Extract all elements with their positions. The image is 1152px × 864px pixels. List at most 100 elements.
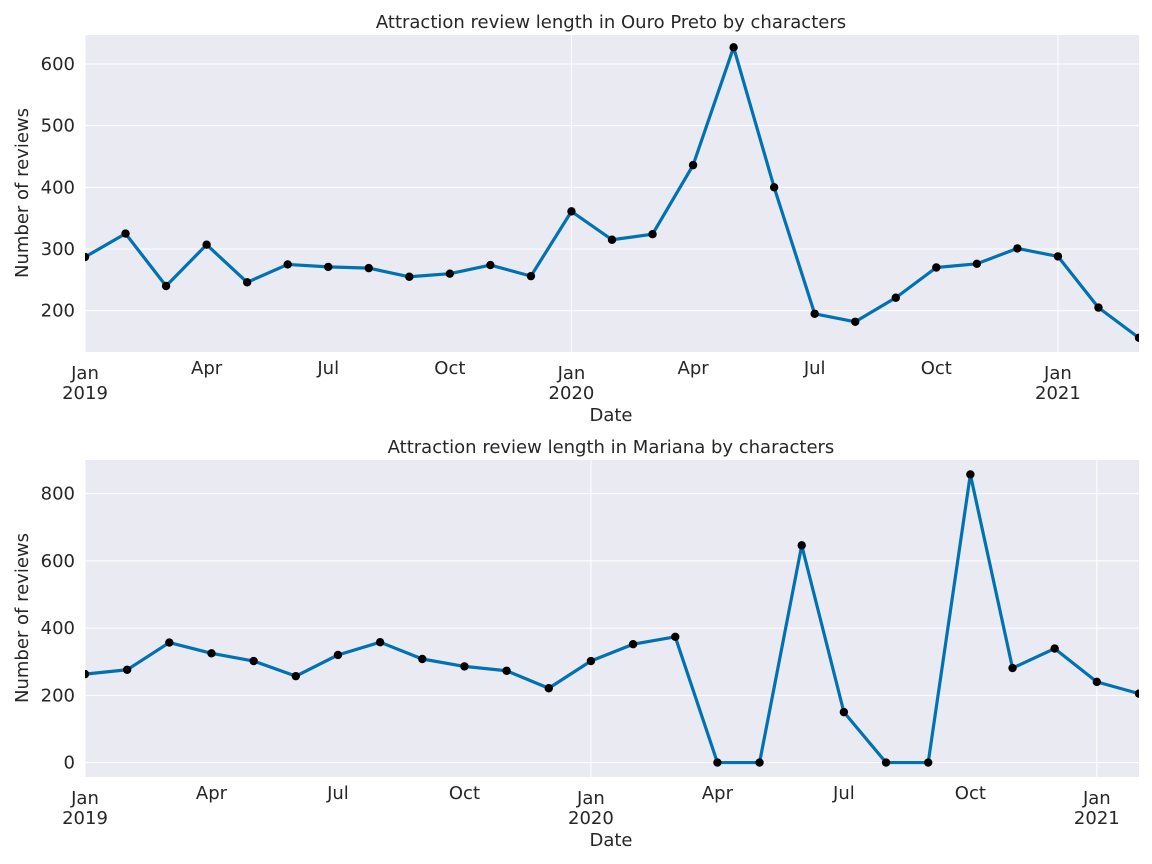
data-point bbox=[405, 272, 414, 281]
x-tick-label: Oct bbox=[434, 358, 465, 379]
data-point bbox=[418, 654, 427, 664]
x-tick-label: Apr bbox=[196, 783, 228, 804]
data-point bbox=[713, 758, 722, 767]
x-tick-label: Jul bbox=[803, 358, 826, 379]
x-tick-label: Jan bbox=[1043, 363, 1072, 384]
data-point bbox=[526, 271, 536, 281]
data-point bbox=[671, 632, 680, 642]
data-point bbox=[460, 662, 469, 671]
data-point bbox=[924, 758, 933, 767]
x-tick-label: Jul bbox=[316, 358, 339, 379]
x-tick-year-label: 2019 bbox=[62, 808, 108, 829]
chart-title: Attraction review length in Mariana by c… bbox=[388, 437, 835, 458]
data-point bbox=[121, 229, 130, 238]
x-tick-label: Jan bbox=[576, 788, 605, 809]
y-tick-label: 400 bbox=[41, 177, 75, 198]
plot-area bbox=[85, 460, 1139, 777]
data-point bbox=[932, 263, 941, 272]
data-point bbox=[324, 262, 333, 272]
plot-area bbox=[85, 35, 1139, 352]
x-tick-label: Jan bbox=[70, 788, 99, 809]
x-tick-label: Oct bbox=[449, 783, 480, 804]
data-point bbox=[851, 317, 860, 326]
data-point bbox=[249, 656, 258, 666]
data-point bbox=[755, 758, 764, 767]
data-point bbox=[486, 260, 495, 270]
data-point bbox=[648, 230, 657, 239]
series-group bbox=[85, 43, 1139, 343]
y-tick-label: 800 bbox=[41, 484, 75, 505]
data-point bbox=[85, 669, 90, 679]
data-point bbox=[165, 638, 174, 647]
data-point bbox=[1013, 244, 1022, 253]
data-point bbox=[85, 252, 90, 262]
chart-title: Attraction review length in Ouro Preto b… bbox=[376, 12, 846, 33]
x-tick-label: Apr bbox=[702, 783, 734, 804]
y-tick-label: 600 bbox=[41, 551, 75, 572]
data-point bbox=[607, 235, 617, 244]
data-point bbox=[1053, 252, 1063, 261]
x-tick-label: Apr bbox=[191, 358, 223, 379]
data-point bbox=[1092, 677, 1102, 687]
data-point bbox=[966, 470, 975, 479]
data-point bbox=[1134, 333, 1139, 343]
data-point bbox=[544, 684, 553, 693]
y-tick-label: 200 bbox=[41, 301, 75, 322]
x-tick-year-label: 2021 bbox=[1074, 808, 1120, 829]
data-point bbox=[375, 637, 385, 647]
data-point bbox=[1134, 689, 1139, 698]
y-tick-label: 600 bbox=[41, 54, 75, 75]
data-point bbox=[628, 640, 638, 649]
data-point bbox=[567, 207, 576, 216]
data-point bbox=[207, 649, 216, 658]
data-point bbox=[242, 278, 252, 287]
x-tick-label: Jan bbox=[70, 363, 99, 384]
x-tick-label: Jul bbox=[832, 783, 855, 804]
x-tick-label: Apr bbox=[678, 358, 710, 379]
data-point bbox=[1094, 303, 1103, 312]
data-point bbox=[502, 666, 511, 675]
y-tick-label: 200 bbox=[41, 685, 75, 706]
data-point bbox=[202, 240, 211, 249]
series-line bbox=[85, 472, 1139, 765]
data-point bbox=[972, 259, 982, 269]
data-point bbox=[1050, 644, 1059, 653]
data-point bbox=[445, 269, 455, 278]
data-point bbox=[891, 293, 900, 302]
data-point bbox=[729, 43, 738, 52]
data-point bbox=[283, 260, 292, 269]
x-tick-label: Jan bbox=[1082, 788, 1111, 809]
data-point bbox=[364, 263, 373, 273]
x-tick-year-label: 2019 bbox=[62, 383, 108, 404]
x-tick-label: Jul bbox=[326, 783, 349, 804]
data-point bbox=[688, 160, 698, 170]
y-tick-label: 300 bbox=[41, 239, 75, 260]
data-point bbox=[769, 183, 779, 192]
y-tick-label: 0 bbox=[64, 753, 75, 774]
data-point bbox=[586, 656, 596, 666]
data-point bbox=[797, 541, 806, 550]
y-axis-label: Number of reviews bbox=[12, 108, 33, 278]
y-axis-label: Number of reviews bbox=[12, 533, 33, 703]
x-tick-label: Jan bbox=[557, 363, 586, 384]
data-point bbox=[839, 707, 849, 717]
x-axis-label: Date bbox=[589, 830, 632, 851]
data-point bbox=[881, 758, 891, 767]
x-tick-year-label: 2021 bbox=[1035, 383, 1081, 404]
y-tick-label: 500 bbox=[41, 116, 75, 137]
x-tick-year-label: 2020 bbox=[549, 383, 595, 404]
series-group bbox=[85, 470, 1139, 767]
data-point bbox=[291, 671, 300, 681]
y-tick-label: 400 bbox=[41, 618, 75, 639]
data-point bbox=[122, 665, 132, 674]
data-point bbox=[810, 309, 819, 318]
x-tick-year-label: 2020 bbox=[568, 808, 614, 829]
x-tick-label: Oct bbox=[955, 783, 986, 804]
data-point bbox=[1008, 663, 1017, 673]
data-point bbox=[161, 281, 171, 291]
data-point bbox=[333, 650, 343, 660]
x-axis-label: Date bbox=[589, 405, 632, 426]
